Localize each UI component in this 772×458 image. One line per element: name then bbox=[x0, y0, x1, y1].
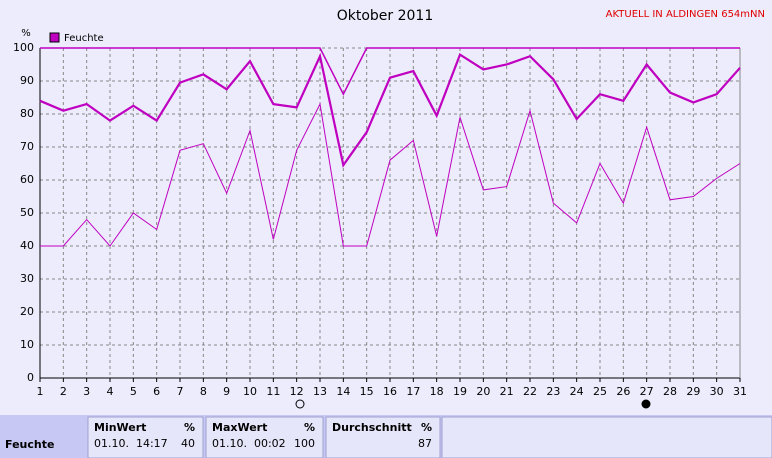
x-tick-label: 11 bbox=[266, 385, 280, 398]
x-tick-label: 5 bbox=[130, 385, 137, 398]
y-axis-label: % bbox=[21, 28, 31, 39]
y-tick-label: 10 bbox=[20, 338, 34, 351]
x-tick-label: 20 bbox=[476, 385, 490, 398]
time-value: 01.10. 14:17 bbox=[94, 437, 168, 450]
summary-cell bbox=[441, 416, 772, 458]
moon-icon bbox=[641, 399, 651, 409]
x-tick-label: 29 bbox=[686, 385, 700, 398]
summary-value: 40 bbox=[181, 437, 195, 450]
summary-cell bbox=[205, 416, 324, 458]
legend-swatch bbox=[49, 32, 60, 43]
y-tick-label: 30 bbox=[20, 272, 34, 285]
x-tick-label: 14 bbox=[336, 385, 350, 398]
x-tick-label: 24 bbox=[570, 385, 584, 398]
x-tick-label: 26 bbox=[616, 385, 630, 398]
y-tick-label: 70 bbox=[20, 140, 34, 153]
x-tick-label: 3 bbox=[83, 385, 90, 398]
x-tick-label: 4 bbox=[107, 385, 114, 398]
column-unit: % bbox=[184, 421, 195, 434]
x-tick-label: 6 bbox=[153, 385, 160, 398]
x-tick-label: 23 bbox=[546, 385, 560, 398]
summary-value: 87 bbox=[418, 437, 432, 450]
x-tick-label: 9 bbox=[223, 385, 230, 398]
line-max bbox=[40, 47, 740, 96]
column-unit: % bbox=[304, 421, 315, 434]
x-tick-label: 27 bbox=[640, 385, 654, 398]
x-tick-label: 2 bbox=[60, 385, 67, 398]
chart-title: Oktober 2011 bbox=[337, 8, 434, 24]
column-title: MaxWert bbox=[212, 421, 267, 434]
y-tick-label: 0 bbox=[27, 371, 34, 384]
column-title: MinWert bbox=[94, 421, 146, 434]
y-tick-label: 20 bbox=[20, 305, 34, 318]
column-unit: % bbox=[421, 421, 432, 434]
summary-cell bbox=[325, 416, 441, 458]
subtitle: AKTUELL IN ALDINGEN 654mNN bbox=[606, 9, 765, 20]
time-value: 01.10. 00:02 bbox=[212, 437, 286, 450]
row-label: Feuchte bbox=[5, 438, 54, 451]
y-tick-label: 60 bbox=[20, 173, 34, 186]
x-tick-label: 21 bbox=[500, 385, 514, 398]
x-tick-label: 1 bbox=[37, 385, 44, 398]
x-tick-label: 15 bbox=[360, 385, 374, 398]
y-tick-label: 90 bbox=[20, 74, 34, 87]
summary-value: 100 bbox=[294, 437, 315, 450]
x-tick-label: 31 bbox=[733, 385, 747, 398]
x-tick-label: 18 bbox=[430, 385, 444, 398]
line-min bbox=[40, 102, 741, 247]
column-title: Durchschnitt bbox=[332, 421, 412, 434]
legend-label: Feuchte bbox=[64, 33, 104, 44]
y-tick-label: 80 bbox=[20, 107, 34, 120]
y-tick-label: 100 bbox=[13, 41, 34, 54]
x-tick-label: 17 bbox=[406, 385, 420, 398]
x-tick-label: 10 bbox=[243, 385, 257, 398]
x-tick-label: 16 bbox=[383, 385, 397, 398]
summary-cell bbox=[87, 416, 204, 458]
x-tick-label: 22 bbox=[523, 385, 537, 398]
x-tick-label: 25 bbox=[593, 385, 607, 398]
line-avg bbox=[39, 52, 741, 168]
x-tick-label: 12 bbox=[290, 385, 304, 398]
x-tick-label: 8 bbox=[200, 385, 207, 398]
y-tick-label: 40 bbox=[20, 239, 34, 252]
y-tick-label: 50 bbox=[20, 206, 34, 219]
x-tick-label: 19 bbox=[453, 385, 467, 398]
x-tick-label: 30 bbox=[710, 385, 724, 398]
x-tick-label: 28 bbox=[663, 385, 677, 398]
x-tick-label: 7 bbox=[177, 385, 184, 398]
x-tick-label: 13 bbox=[313, 385, 327, 398]
moon-icon bbox=[295, 399, 305, 409]
